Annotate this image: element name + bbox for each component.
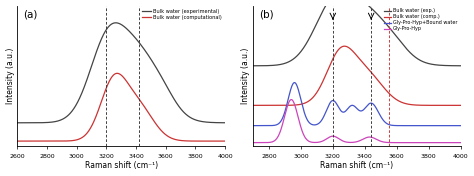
Text: (a): (a) [24, 10, 38, 20]
Legend: Bulk water (experimental), Bulk water (computational): Bulk water (experimental), Bulk water (c… [140, 7, 224, 22]
Y-axis label: Intensity (a.u.): Intensity (a.u.) [6, 48, 15, 104]
X-axis label: Raman shift (cm⁻¹): Raman shift (cm⁻¹) [320, 161, 393, 170]
Text: (b): (b) [259, 10, 274, 20]
Legend: Bulk water (exp.), Bulk water (comp.), Gly-Pro-Hyp+Bound water, Gly-Pro-Hyp: Bulk water (exp.), Bulk water (comp.), G… [382, 7, 460, 33]
X-axis label: Raman shift (cm⁻¹): Raman shift (cm⁻¹) [85, 161, 158, 170]
Y-axis label: Intensity (a.u.): Intensity (a.u.) [241, 48, 250, 104]
